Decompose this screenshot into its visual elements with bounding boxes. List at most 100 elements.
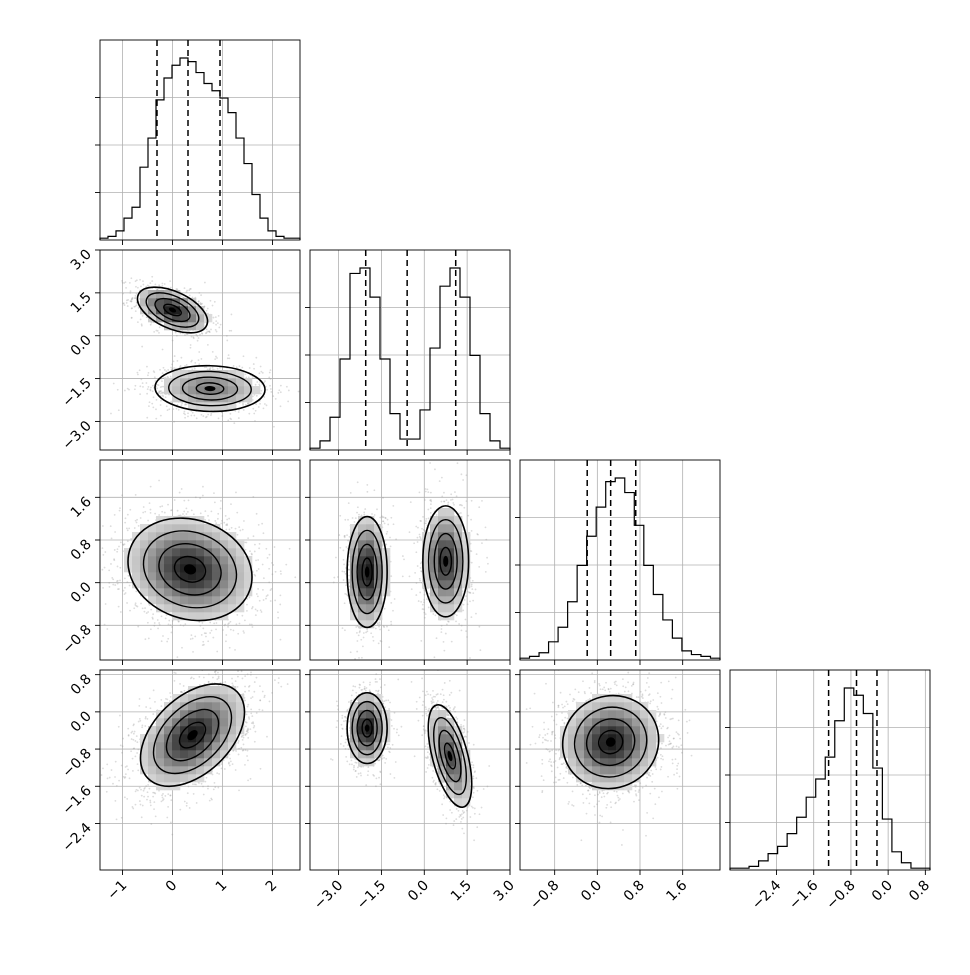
scatter-point <box>209 368 211 370</box>
scatter-point <box>214 520 216 522</box>
scatter-point <box>117 566 119 568</box>
scatter-point <box>135 520 137 522</box>
scatter-point <box>202 622 204 624</box>
scatter-point <box>263 532 265 534</box>
scatter-point <box>229 330 231 332</box>
scatter-point <box>212 637 214 639</box>
density-cell <box>148 548 156 556</box>
scatter-point <box>93 534 95 536</box>
scatter-point <box>196 667 198 669</box>
scatter-point <box>204 510 206 512</box>
scatter-point <box>150 609 152 611</box>
scatter-point <box>242 403 244 405</box>
scatter-point <box>204 366 206 368</box>
density-cell <box>204 524 212 532</box>
scatter-point <box>213 623 215 625</box>
scatter-point <box>153 808 155 810</box>
scatter-point <box>245 549 247 551</box>
scatter-point <box>104 551 106 553</box>
scatter-point <box>152 406 154 408</box>
scatter-point <box>196 417 198 419</box>
scatter-point <box>125 281 127 283</box>
scatter-point <box>230 503 232 505</box>
scatter-point <box>128 527 130 529</box>
scatter-point <box>150 823 152 825</box>
scatter-point <box>215 320 217 322</box>
scatter-point <box>139 393 141 395</box>
scatter-point <box>187 416 189 418</box>
scatter-point <box>270 391 272 393</box>
scatter-point <box>196 802 198 804</box>
scatter-point <box>268 581 270 583</box>
density-cell <box>156 290 164 298</box>
scatter-point <box>230 621 232 623</box>
scatter-point <box>233 630 235 632</box>
scatter-point <box>259 600 261 602</box>
scatter-point <box>242 739 244 741</box>
scatter-point <box>147 611 149 613</box>
scatter-point <box>148 405 150 407</box>
scatter-point <box>215 628 217 630</box>
scatter-point <box>124 304 126 306</box>
scatter-point <box>215 356 217 358</box>
scatter-point <box>247 737 249 739</box>
scatter-point <box>277 392 279 394</box>
density-cell <box>180 548 188 556</box>
scatter-point <box>139 385 141 387</box>
scatter-point <box>235 680 237 682</box>
scatter-point <box>202 486 204 488</box>
x-tick-label: −0.8 <box>823 878 858 913</box>
scatter-point <box>206 332 208 334</box>
scatter-point <box>169 700 171 702</box>
scatter-point <box>124 543 126 545</box>
scatter-point <box>201 332 203 334</box>
scatter-point <box>269 372 271 374</box>
scatter-point <box>212 367 214 369</box>
scatter-point <box>277 611 279 613</box>
scatter-point <box>207 308 209 310</box>
scatter-point <box>166 405 168 407</box>
scatter-point <box>157 619 159 621</box>
scatter-point <box>118 726 120 728</box>
scatter-point <box>248 690 250 692</box>
scatter-point <box>159 506 161 508</box>
scatter-point <box>265 598 267 600</box>
scatter-point <box>206 310 208 312</box>
scatter-point <box>198 351 200 353</box>
contour-peak <box>205 386 215 390</box>
scatter-point <box>114 531 116 533</box>
scatter-point <box>170 632 172 634</box>
scatter-point <box>201 634 203 636</box>
scatter-point <box>126 528 128 530</box>
scatter-point <box>151 280 153 282</box>
scatter-point <box>280 385 282 387</box>
density-cell <box>156 524 164 532</box>
scatter-point <box>204 519 206 521</box>
scatter-point <box>130 290 132 292</box>
scatter-point <box>229 413 231 415</box>
scatter-point <box>206 328 208 330</box>
scatter-point <box>117 583 119 585</box>
density-cell <box>172 548 180 556</box>
scatter-point <box>192 412 194 414</box>
scatter-point <box>161 511 163 513</box>
scatter-point <box>97 530 99 532</box>
scatter-point <box>158 622 160 624</box>
scatter-point <box>224 681 226 683</box>
scatter-point <box>247 537 249 539</box>
scatter-point <box>104 624 106 626</box>
scatter-point <box>175 332 177 334</box>
scatter-point <box>249 550 251 552</box>
scatter-point <box>154 283 156 285</box>
scatter-point <box>146 366 148 368</box>
scatter-point <box>207 785 209 787</box>
scatter-point <box>150 512 152 514</box>
scatter-point <box>184 623 186 625</box>
scatter-point <box>192 783 194 785</box>
scatter-point <box>168 620 170 622</box>
scatter-point <box>218 773 220 775</box>
scatter-point <box>160 415 162 417</box>
scatter-point <box>161 705 163 707</box>
scatter-point <box>192 336 194 338</box>
scatter-point <box>225 634 227 636</box>
